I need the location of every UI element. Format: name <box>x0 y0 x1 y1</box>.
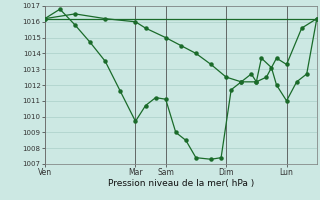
X-axis label: Pression niveau de la mer( hPa ): Pression niveau de la mer( hPa ) <box>108 179 254 188</box>
